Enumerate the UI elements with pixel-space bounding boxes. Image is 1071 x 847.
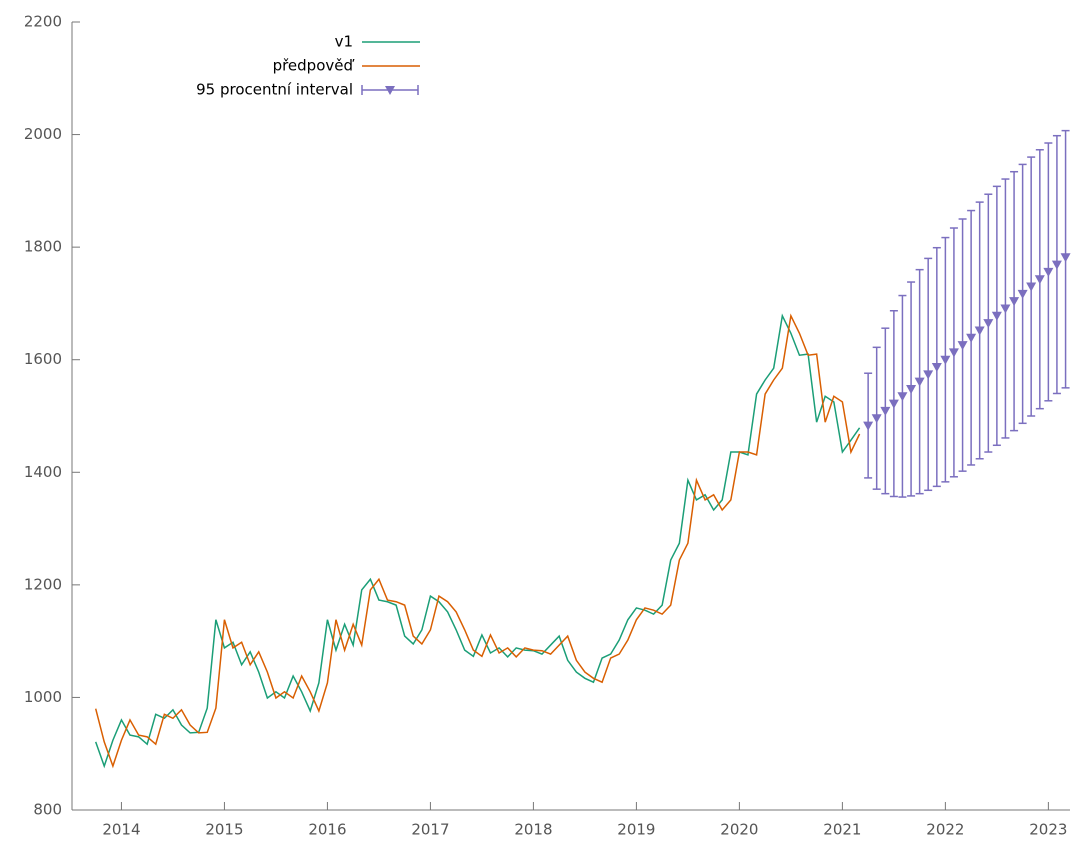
y-tick-label: 2200: [24, 13, 62, 31]
point: [914, 377, 925, 387]
point: [1009, 297, 1020, 307]
y-tick-label: 1200: [24, 575, 62, 593]
x-tick-label: 2019: [617, 821, 655, 839]
line: [94, 313, 861, 769]
point: [940, 355, 951, 365]
point: [1017, 289, 1028, 299]
line: [94, 313, 861, 769]
y-tick-label: 1600: [24, 350, 62, 368]
x-tick-label: 2015: [205, 821, 243, 839]
point: [974, 326, 985, 336]
point: [931, 363, 942, 373]
point: [897, 392, 908, 402]
point: [957, 341, 968, 351]
x-tick-label: 2020: [720, 821, 758, 839]
point: [1060, 253, 1071, 263]
x-tick-label: 2017: [411, 821, 449, 839]
point: [863, 421, 874, 431]
point: [1026, 282, 1037, 292]
x-tick-label: 2016: [308, 821, 346, 839]
y-tick-label: 800: [33, 801, 62, 819]
point: [923, 370, 934, 380]
legend-swatch: [385, 86, 395, 95]
point: [1051, 260, 1062, 270]
point: [888, 399, 899, 409]
x-tick-label: 2014: [102, 821, 140, 839]
point: [906, 384, 917, 394]
x-tick-label: 2018: [514, 821, 552, 839]
point: [1034, 275, 1045, 285]
legend-label: v1: [335, 33, 353, 51]
y-tick-label: 1000: [24, 688, 62, 706]
point: [991, 311, 1002, 321]
legend-label: 95 procentní interval: [196, 81, 353, 99]
point: [983, 319, 994, 329]
y-tick-label: 2000: [24, 125, 62, 143]
point: [1000, 304, 1011, 314]
y-tick-label: 1800: [24, 238, 62, 256]
point: [880, 406, 891, 416]
x-tick-label: 2022: [926, 821, 964, 839]
x-tick-label: 2021: [823, 821, 861, 839]
point: [948, 348, 959, 358]
x-tick-label: 2023: [1029, 821, 1067, 839]
y-tick-label: 1400: [24, 463, 62, 481]
point: [1043, 267, 1054, 277]
legend-label: předpověď: [273, 57, 355, 75]
point: [966, 333, 977, 343]
point: [871, 414, 882, 424]
